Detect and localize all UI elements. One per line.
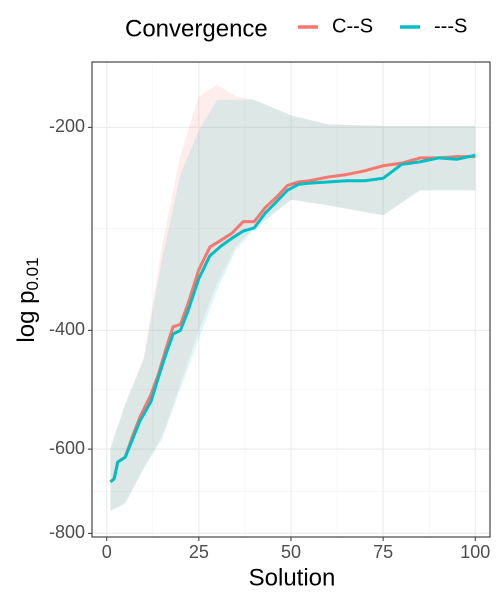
confidence-band (110, 99, 476, 511)
series-line (109, 155, 476, 484)
series-line (109, 153, 476, 484)
x-tick-label: 25 (189, 542, 209, 562)
confidence-band (110, 84, 476, 511)
legend-label: ---S (434, 15, 467, 37)
x-axis-label: Solution (249, 564, 336, 591)
y-tick-label: -800 (49, 522, 85, 542)
y-tick-label: -600 (49, 438, 85, 458)
plot-border (91, 61, 491, 538)
x-tick-label: 100 (460, 542, 490, 562)
x-tick-label: 75 (373, 542, 393, 562)
x-tick-label: 0 (102, 542, 112, 562)
y-tick-label: -200 (49, 116, 85, 136)
legend-title: Convergence (125, 15, 268, 42)
y-tick-label: -400 (49, 319, 85, 339)
legend-label: C--S (332, 15, 373, 37)
y-axis-label-sub: 0.01 (23, 257, 42, 290)
y-axis-label-main: log p (13, 291, 40, 343)
x-tick-label: 50 (281, 542, 301, 562)
y-axis-label: log p0.01 (13, 257, 42, 342)
